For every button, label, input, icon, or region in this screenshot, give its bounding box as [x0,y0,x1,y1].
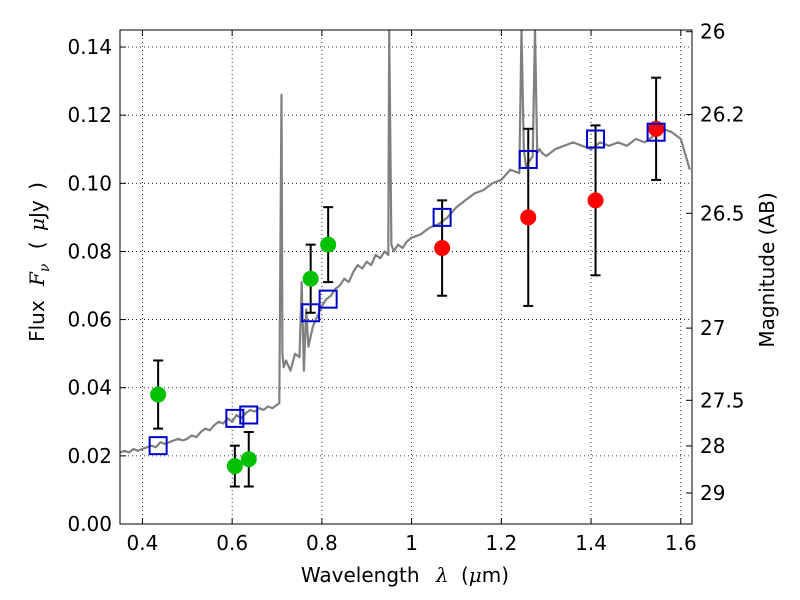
x-tick-label: 1 [405,531,418,555]
x-axis-label: Wavelength λ (μm) [301,563,509,587]
model-photometry-square [239,405,259,425]
mag-tick-label: 26.5 [700,201,745,225]
data-point [320,236,337,253]
x-tick-label: 0.4 [127,531,159,555]
model-photometry-square [318,289,338,309]
data-point [226,458,243,475]
data-point [520,209,537,226]
mag-tick-label: 28 [700,434,725,458]
model-photometry-square [301,303,321,323]
x-tick-label: 0.6 [216,531,248,555]
y-axis-label: Flux Fν ( μJy ) [25,182,54,342]
y-tick-label: 0.08 [67,239,112,263]
y-tick-label: 0.10 [67,171,112,195]
data-point [150,386,167,403]
data-point [240,451,257,468]
x-tick-label: 1.6 [665,531,697,555]
y-tick-label: 0.00 [67,512,112,536]
y-tick-label: 0.14 [67,35,112,59]
model-photometry-square [586,129,606,149]
data-point [302,270,319,287]
x-tick-label: 1.4 [575,531,607,555]
mag-tick-label: 27 [700,316,725,340]
data-point [434,240,451,257]
mag-tick-label: 26.2 [700,102,745,126]
mag-tick-label: 26 [700,20,725,44]
y-tick-label: 0.02 [67,444,112,468]
model-photometry-square [518,149,538,169]
plot-area [120,30,691,488]
model-photometry-square [148,436,168,456]
y-tick-label: 0.12 [67,103,112,127]
x-tick-label: 1.2 [485,531,517,555]
model-photometry-square [646,122,666,142]
magnitude-axis-label: Magnitude (AB) [755,192,779,347]
ticks: 0.4 0.6 0.8 1 1.2 1.4 1.6 0.00 0.02 0.04 0.06 0.08 0… [67,20,744,555]
x-tick-label: 0.8 [306,531,338,555]
data-point [587,192,604,209]
model-photometry-square [432,207,452,227]
plot-frame [119,29,693,525]
model-spectrum-line [120,30,691,454]
model-photometry-square [225,408,245,428]
mag-tick-label: 29 [700,481,725,505]
mag-tick-label: 27.5 [700,388,745,412]
y-tick-label: 0.06 [67,308,112,332]
y-tick-label: 0.04 [67,376,112,400]
